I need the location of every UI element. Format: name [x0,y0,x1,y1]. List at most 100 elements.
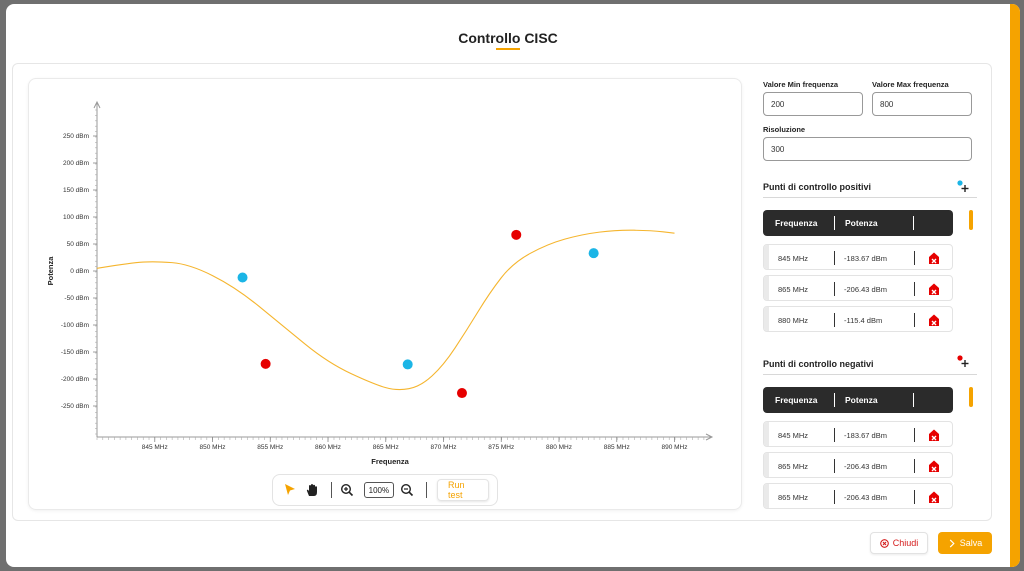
add-negative-point-icon[interactable] [956,354,970,368]
row-frequency: 880 MHz [778,316,809,325]
delete-icon[interactable] [927,428,941,442]
chart-card [28,78,742,510]
chart[interactable]: 250 dBm 200 dBm 150 dBm 100 dBm 50 dBm 0 dBm -… [28,78,742,510]
negative-point [511,229,522,240]
column-divider [914,282,915,296]
max-frequency-label: Valore Max frequenza [872,80,949,89]
column-divider [834,216,835,230]
row-power: -206.43 dBm [844,462,887,471]
x-tick-label: 885 MHz [604,444,630,451]
add-positive-point-icon[interactable] [956,179,970,193]
x-tick-label: 860 MHz [315,444,341,451]
delete-icon[interactable] [927,459,941,473]
chevron-right-icon [949,538,955,548]
table-row[interactable]: 865 MHz -206.43 dBm [763,452,953,478]
y-tick-label: 150 dBm [63,187,89,194]
row-power: -183.67 dBm [844,254,887,263]
save-button-label: Salva [959,538,983,548]
column-divider [913,393,914,407]
section-divider [763,197,977,198]
x-tick-label: 880 MHz [546,444,572,451]
row-frequency: 845 MHz [778,431,809,440]
close-circle-icon [879,538,889,548]
positive-point [402,359,413,370]
column-divider [834,459,835,473]
column-divider [914,459,915,473]
y-axis-label: Potenza [46,256,55,286]
negative-scrollbar[interactable] [969,387,973,407]
positive-point [237,272,248,283]
positive-point [588,248,599,259]
save-button[interactable]: Salva [938,532,992,554]
y-tick-label: -150 dBm [61,349,89,356]
column-divider [914,490,915,504]
zoom-in-icon[interactable] [338,480,356,500]
table-row[interactable]: 865 MHz -206.43 dBm [763,275,953,301]
resolution-input[interactable]: 300 [763,137,972,161]
table-row[interactable]: 845 MHz -183.67 dBm [763,244,953,270]
min-frequency-label: Valore Min frequenza [763,80,839,89]
positive-table-header: Frequenza Potenza [763,210,953,236]
row-frequency: 865 MHz [778,462,809,471]
y-axis-arrow [93,100,101,109]
row-handle [764,245,769,269]
delete-icon[interactable] [927,282,941,296]
toolbar-divider [426,482,427,498]
negative-table-header: Frequenza Potenza [763,387,953,413]
positive-scrollbar[interactable] [969,210,973,230]
section-divider [763,374,977,375]
max-frequency-input[interactable]: 800 [872,92,972,116]
row-frequency: 865 MHz [778,493,809,502]
positive-points-title: Punti di controllo positivi [763,182,871,192]
resolution-label: Risoluzione [763,125,806,134]
y-tick-label: 0 dBm [70,268,89,275]
title-underline [496,48,520,50]
row-power: -183.67 dBm [844,431,887,440]
delete-icon[interactable] [927,251,941,265]
table-row[interactable]: 865 MHz -206.43 dBm [763,483,953,509]
delete-icon[interactable] [927,490,941,504]
zoom-out-icon[interactable] [398,480,416,500]
content-panel [12,63,992,521]
x-tick-label: 875 MHz [488,444,514,451]
column-divider [834,428,835,442]
select-arrow-icon[interactable] [281,480,299,500]
column-header-frequency: Frequenza [775,395,818,405]
zoom-level[interactable]: 100% [363,482,395,498]
column-divider [834,251,835,265]
x-axis-arrow [705,433,714,441]
y-tick-label: -200 dBm [61,376,89,383]
row-handle [764,307,769,331]
toolbar-divider [330,482,332,498]
close-button[interactable]: Chiudi [870,532,928,554]
row-handle [764,276,769,300]
negative-points-title: Punti di controllo negativi [763,359,874,369]
row-handle [764,484,769,508]
row-handle [764,422,769,446]
row-power: -115.4 dBm [844,316,883,325]
table-row[interactable]: 845 MHz -183.67 dBm [763,421,953,447]
column-divider [834,313,835,327]
close-button-label: Chiudi [892,538,919,548]
x-tick-label: 855 MHz [257,444,283,451]
row-power: -206.43 dBm [844,285,887,294]
x-axis-label: Frequenza [371,457,409,466]
y-tick-label: 250 dBm [63,133,89,140]
table-row[interactable]: 880 MHz -115.4 dBm [763,306,953,332]
column-divider [913,216,914,230]
delete-icon[interactable] [927,313,941,327]
run-test-button[interactable]: Run test [436,479,489,501]
row-frequency: 845 MHz [778,254,809,263]
column-divider [834,282,835,296]
y-tick-label: -100 dBm [61,322,89,329]
hand-pan-icon[interactable] [303,480,321,500]
negative-point [456,388,467,399]
x-tick-label: 890 MHz [661,444,687,451]
negative-point [260,358,271,369]
column-header-power: Potenza [845,395,878,405]
column-divider [834,393,835,407]
min-frequency-input[interactable]: 200 [763,92,863,116]
y-tick-label: -250 dBm [61,403,89,410]
row-frequency: 865 MHz [778,285,809,294]
page-title: Controllo CISC [458,30,558,46]
